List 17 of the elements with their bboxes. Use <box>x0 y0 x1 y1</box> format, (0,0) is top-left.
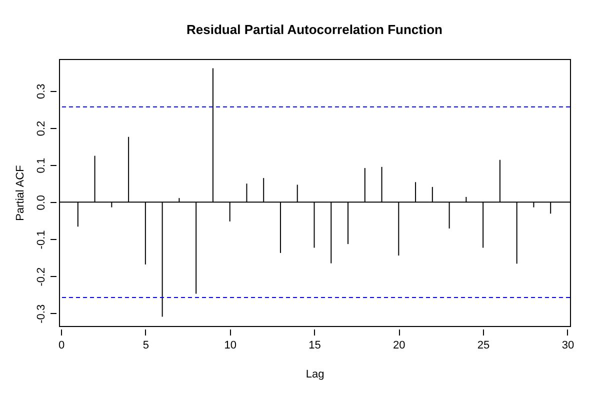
y-tick-label: 0.2 <box>36 120 48 136</box>
y-tick-label: 0.3 <box>36 84 48 100</box>
y-tick-label: 0.0 <box>36 194 48 210</box>
y-axis-title: Partial ACF <box>14 164 26 221</box>
x-tick-label: 25 <box>477 340 490 352</box>
x-tick-label: 0 <box>58 340 65 352</box>
y-tick-label: 0.1 <box>36 158 48 174</box>
y-tick-label: -0.1 <box>36 230 48 250</box>
x-tick-label: 20 <box>393 340 406 352</box>
x-tick-label: 5 <box>142 340 149 352</box>
x-tick-label: 30 <box>562 340 574 352</box>
y-tick-label: -0.3 <box>36 304 48 324</box>
x-tick-label: 15 <box>308 340 321 352</box>
y-tick-label: -0.2 <box>36 267 48 286</box>
x-tick-label: 10 <box>224 340 236 352</box>
chart-title: Residual Partial Autocorrelation Function <box>186 22 443 37</box>
x-axis-title: Lag <box>306 368 324 380</box>
